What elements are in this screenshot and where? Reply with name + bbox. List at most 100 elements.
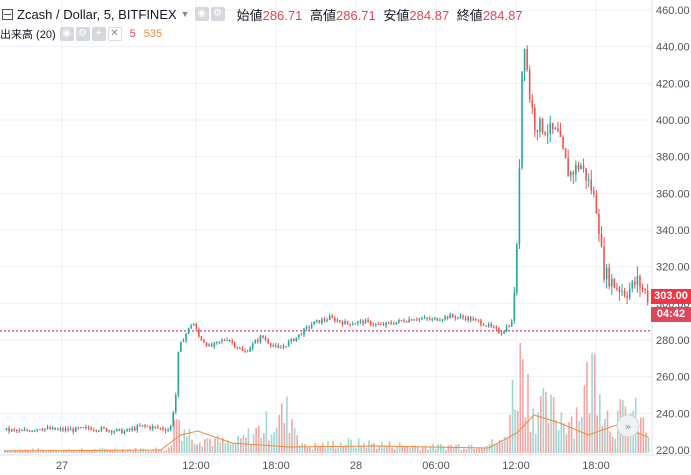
candle-body	[49, 427, 51, 430]
candle-body	[187, 327, 190, 334]
candle-body	[133, 427, 136, 431]
candle-body	[236, 347, 239, 349]
volume-bar	[527, 374, 529, 453]
candle-body	[403, 320, 405, 322]
candle-body	[149, 426, 151, 429]
candle-body	[259, 335, 262, 342]
candle-body	[272, 345, 275, 347]
volume-bar	[555, 420, 557, 453]
volume-bar	[339, 442, 342, 453]
candle-body	[262, 335, 264, 338]
candle-body	[185, 333, 187, 341]
volume-bar	[301, 443, 304, 453]
candle-body	[346, 321, 349, 324]
candle-body	[605, 267, 608, 280]
candle-body	[21, 430, 23, 432]
volume-bar	[609, 431, 611, 453]
volume-bar	[511, 379, 514, 453]
volume-bar	[142, 448, 145, 453]
volume-bar	[373, 443, 375, 453]
volume-bar	[468, 444, 470, 453]
volume-bar	[406, 445, 409, 453]
candle-body	[67, 428, 69, 431]
price-tick-label: 380.00	[656, 152, 690, 164]
volume-label[interactable]: 出来高 (20)	[0, 29, 56, 41]
candle-body	[331, 316, 334, 318]
settings-icon[interactable]: ⚙	[75, 27, 90, 41]
chevron-down-icon[interactable]: ▼	[180, 9, 190, 19]
candle-body	[392, 323, 395, 325]
volume-bar	[165, 450, 168, 453]
volume-bar	[57, 451, 60, 453]
candle-body	[190, 325, 192, 328]
candle-body	[23, 429, 26, 431]
candle-body	[87, 426, 90, 429]
candle-body	[282, 346, 285, 348]
candle-body	[44, 428, 46, 431]
volume-bar	[129, 449, 132, 453]
volume-bar	[627, 431, 629, 453]
candle-body	[333, 317, 336, 322]
candle-body	[303, 328, 305, 336]
volume-bar	[616, 410, 619, 453]
add-icon[interactable]: +	[91, 27, 106, 41]
eye-icon[interactable]: ◉	[194, 7, 209, 21]
symbol-title[interactable]: Zcash / Dollar, 5, BITFINEX	[17, 6, 177, 22]
candle-body	[510, 320, 513, 327]
candle-body	[139, 425, 141, 427]
volume-bar	[204, 439, 206, 453]
collapse-icon[interactable]	[2, 8, 13, 20]
volume-bar	[73, 450, 75, 453]
candle-body	[464, 317, 467, 321]
candle-body	[559, 131, 562, 138]
volume-bar	[542, 388, 545, 453]
candle-body	[169, 425, 172, 430]
low-label: 安値	[383, 7, 410, 23]
volume-bar	[363, 443, 365, 453]
candle-body	[428, 318, 431, 320]
price-tick-label: 400.00	[656, 115, 690, 127]
volume-bar	[227, 440, 229, 453]
close-icon[interactable]: ✕	[107, 27, 122, 41]
volume-bar	[550, 394, 552, 453]
volume-bar	[598, 394, 601, 453]
candle-body	[251, 343, 254, 349]
volume-bar	[47, 450, 50, 453]
volume-bar	[273, 431, 275, 453]
volume-bar	[552, 397, 555, 453]
volume-bar	[370, 443, 373, 453]
volume-bar	[409, 448, 411, 453]
volume-bar	[175, 418, 178, 453]
candle-body	[226, 339, 228, 341]
candle-body	[610, 278, 613, 287]
price-axis[interactable]: 460.00 440.00 420.00 400.00 380.00 360.00 340.…	[651, 0, 691, 457]
candle-body	[313, 321, 316, 325]
settings-icon[interactable]: ⚙	[210, 7, 225, 21]
volume-bar	[604, 418, 606, 453]
volume-bar	[27, 449, 29, 453]
time-tick-label: 27	[56, 460, 68, 472]
volume-bar	[211, 445, 214, 453]
eye-icon[interactable]: ◉	[59, 27, 74, 41]
volume-bar	[93, 449, 96, 453]
candle-body	[446, 316, 449, 319]
candle-body	[528, 69, 531, 100]
candle-body	[10, 429, 13, 432]
volume-bar	[96, 450, 98, 453]
volume-bar	[645, 432, 647, 453]
volume-bar	[375, 448, 378, 453]
time-axis[interactable]: 27 12:00 18:00 28 06:00 12:00 18:00	[0, 454, 691, 472]
candle-body	[623, 291, 626, 296]
candle-body	[41, 429, 44, 431]
volume-bar	[86, 450, 88, 453]
candle-body	[362, 320, 364, 324]
volume-bar	[280, 403, 283, 453]
volume-bar	[75, 451, 78, 453]
volume-bar	[232, 443, 234, 453]
volume-bar	[368, 440, 370, 453]
settings-gear-icon[interactable]: »	[616, 414, 640, 438]
volume-bar	[298, 445, 301, 453]
candle-body	[141, 425, 144, 427]
volume-bar	[427, 449, 429, 453]
